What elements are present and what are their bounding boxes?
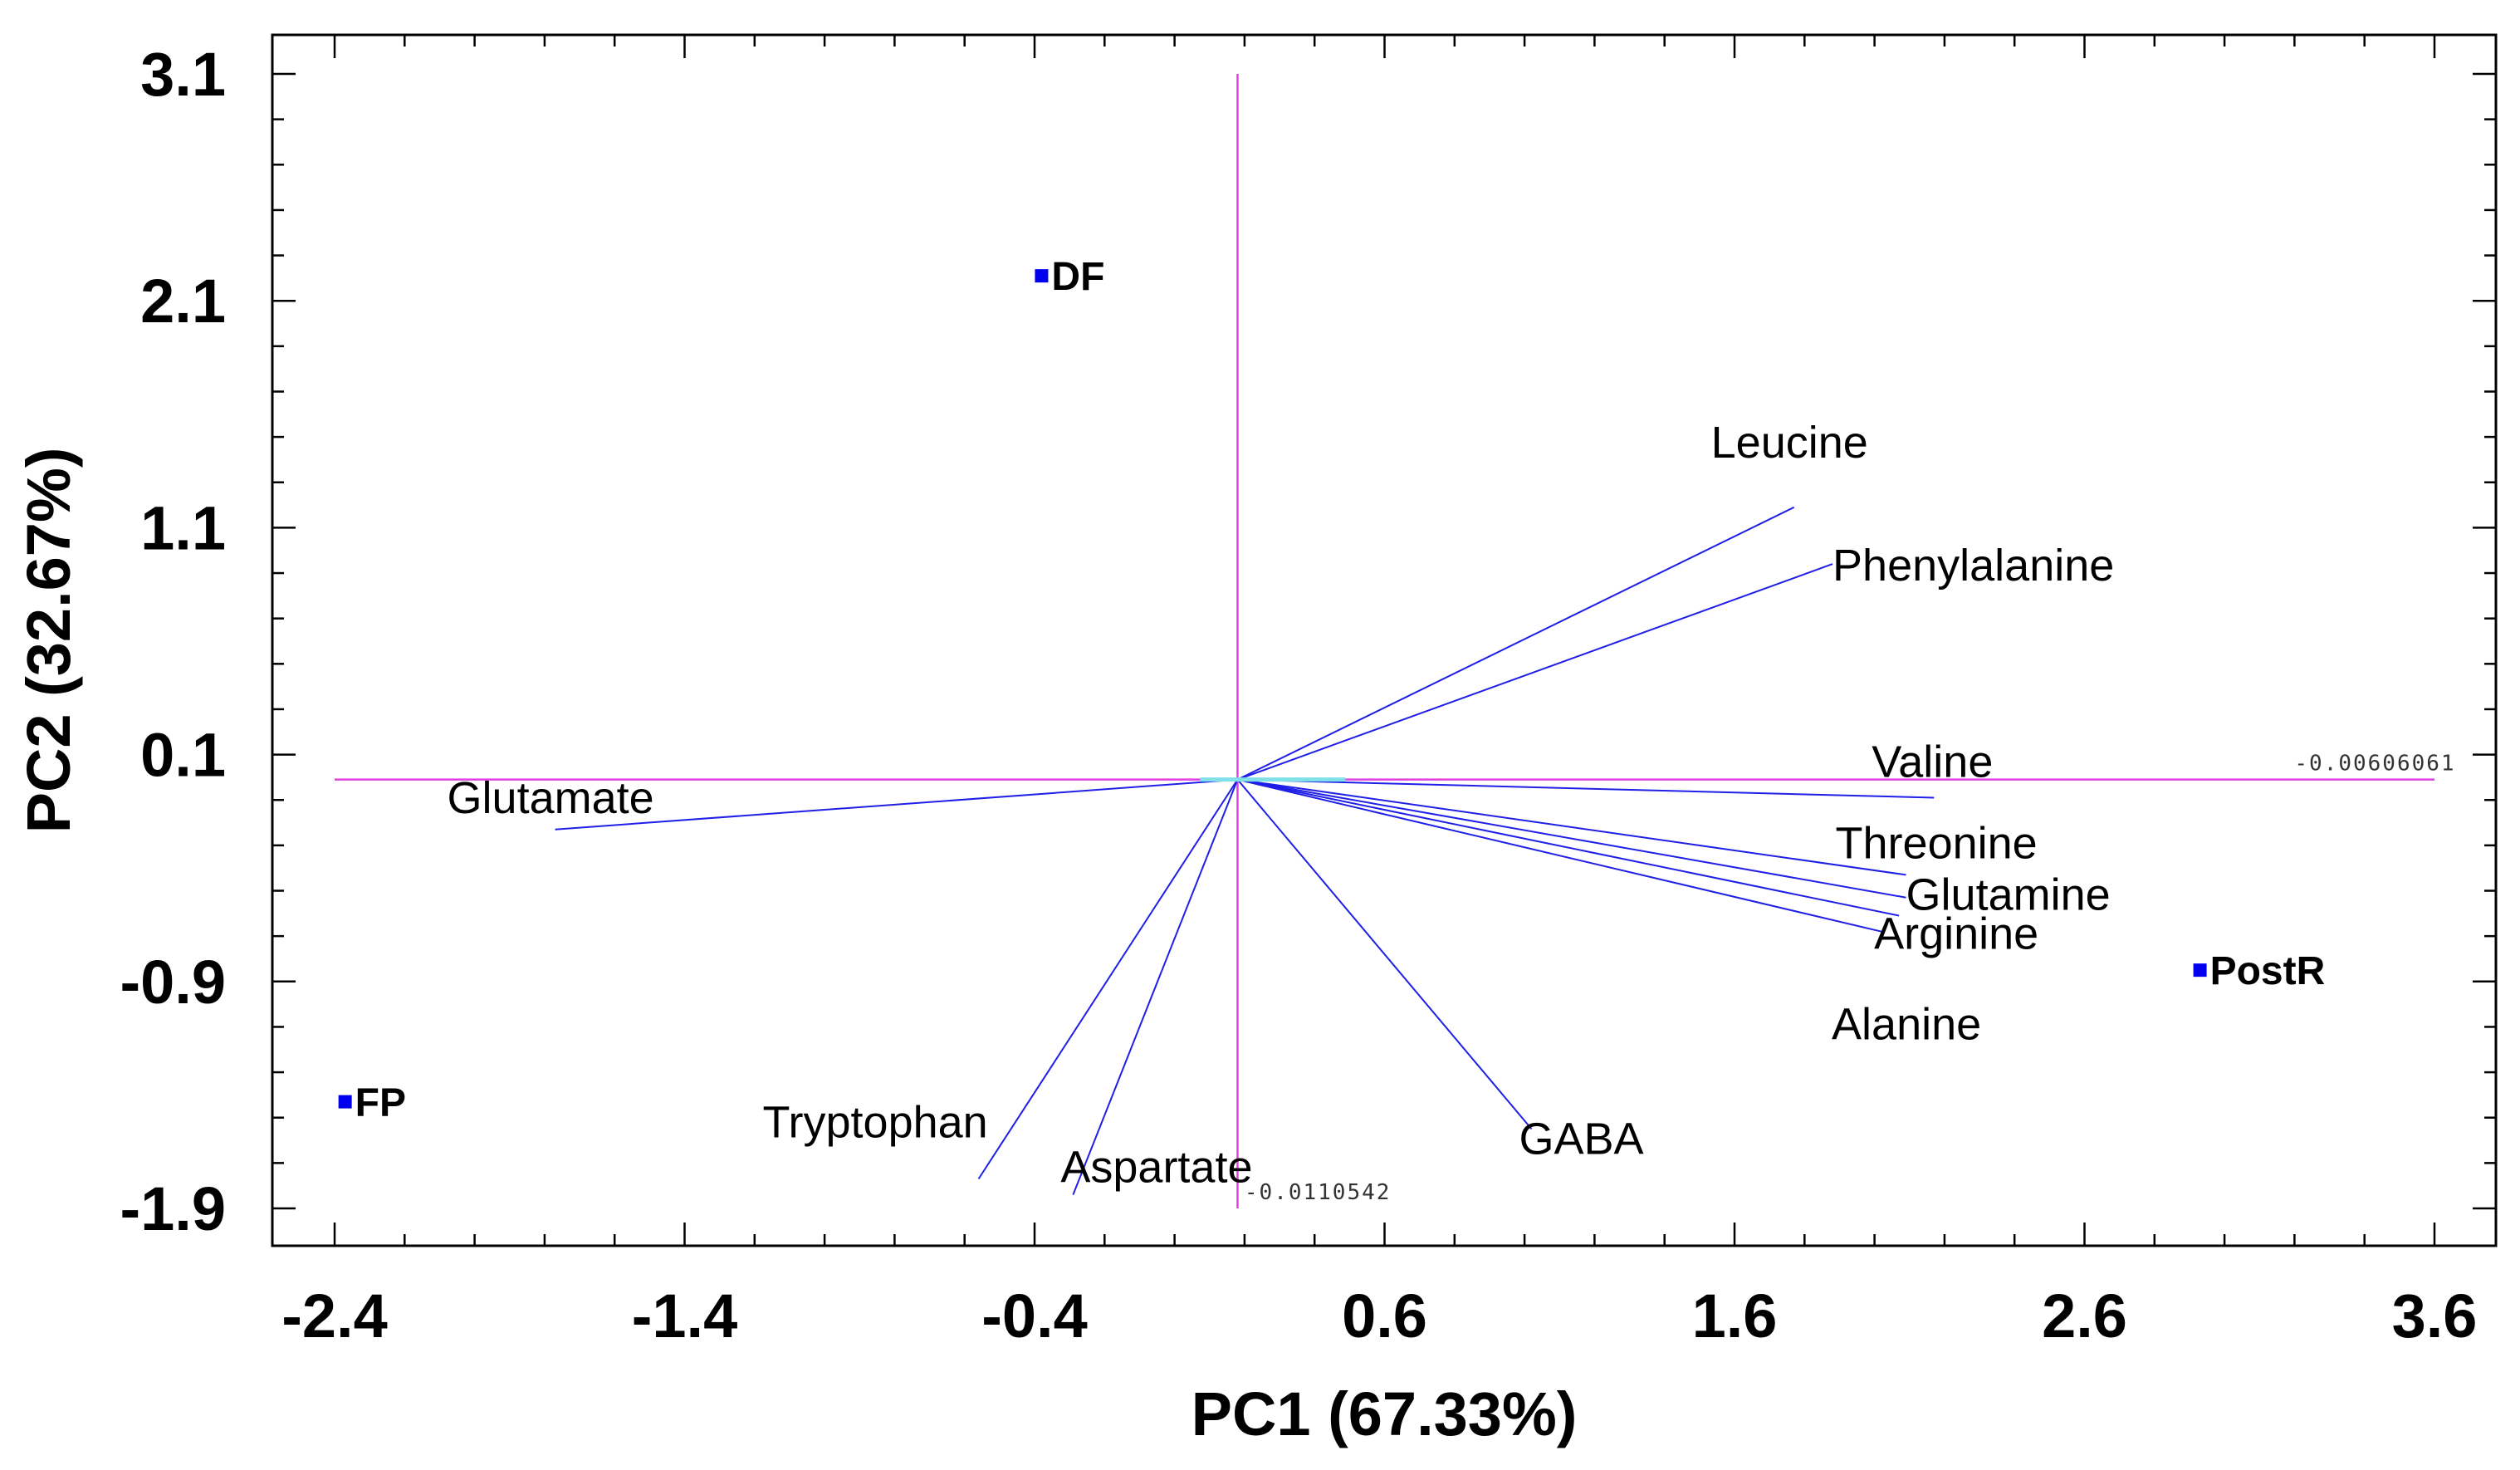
x-tick-label: 2.6 <box>2042 1281 2127 1350</box>
y-tick-label: 1.1 <box>140 493 226 562</box>
x-axis-tick-labels: -2.4 -1.4 -0.4 0.6 1.6 2.6 3.6 <box>281 1281 2477 1350</box>
axis-annotation: -0.0110542 <box>1245 1180 1392 1205</box>
loading-label-leucine: Leucine <box>1711 418 1868 468</box>
y-axis-title: PC2 (32.67%) <box>14 448 83 834</box>
loading-label-tryptophan: Tryptophan <box>763 1097 988 1147</box>
y-tick-label: 0.1 <box>140 721 226 790</box>
y-axis-ticks <box>272 72 2496 1210</box>
sample-point-postr <box>2193 963 2207 978</box>
axis-annotations: -0.00606061 -0.0110542 <box>1245 752 2455 1205</box>
y-tick-label: -0.9 <box>120 948 226 1017</box>
loading-label-gaba: GABA <box>1519 1114 1644 1164</box>
loading-label-glutamate: Glutamate <box>448 773 654 823</box>
x-tick-label: 3.6 <box>2392 1281 2478 1350</box>
loading-vector-threonine <box>1237 778 1906 876</box>
loading-vector-leucine <box>1237 506 1795 781</box>
y-axis-tick-labels: -1.9 -0.9 0.1 1.1 2.1 3.1 <box>120 40 226 1243</box>
x-tick-label: -1.4 <box>632 1281 738 1350</box>
loading-label-phenylalanine: Phenylalanine <box>1833 541 2114 590</box>
loading-label-glutamine: Glutamine <box>1906 870 2111 920</box>
loading-label-arginine: Arginine <box>1874 909 2038 959</box>
loading-vectors: LeucinePhenylalanineValineThreonineGluta… <box>448 418 2114 1195</box>
y-tick-label: 2.1 <box>140 267 226 336</box>
loading-vector-gaba <box>1236 779 1533 1130</box>
sample-point-fp <box>338 1095 352 1109</box>
loading-vector-valine <box>1237 778 1935 799</box>
loading-label-valine: Valine <box>1872 737 1993 787</box>
loading-vector-aspartate <box>1072 779 1239 1195</box>
loading-vector-tryptophan <box>977 779 1239 1180</box>
x-tick-label: 0.6 <box>1342 1281 1427 1350</box>
loading-label-alanine: Alanine <box>1832 1000 1981 1050</box>
x-axis-ticks <box>333 35 2436 1246</box>
x-tick-label: -2.4 <box>281 1281 388 1350</box>
loading-label-threonine: Threonine <box>1836 818 2038 868</box>
y-tick-label: 3.1 <box>140 40 226 109</box>
sample-label-fp: FP <box>355 1081 406 1125</box>
sample-label-postr: PostR <box>2210 949 2326 993</box>
x-tick-label: -0.4 <box>981 1281 1088 1350</box>
loading-label-aspartate: Aspartate <box>1060 1143 1252 1193</box>
x-tick-label: 1.6 <box>1692 1281 1778 1350</box>
sample-point-df <box>1035 269 1049 283</box>
axis-annotation: -0.00606061 <box>2294 752 2455 777</box>
loading-vector-alanine <box>1237 778 1882 933</box>
loading-vector-phenylalanine <box>1237 563 1833 781</box>
y-tick-label: -1.9 <box>120 1174 226 1243</box>
sample-label-df: DF <box>1051 255 1104 299</box>
loading-vector-glutamine <box>1237 778 1906 899</box>
sample-points: DF FP PostR <box>338 255 2326 1125</box>
loading-vector-arginine <box>1237 778 1900 917</box>
x-axis-title: PC1 (67.33%) <box>1191 1379 1578 1448</box>
loading-vector-glutamate <box>555 778 1238 831</box>
